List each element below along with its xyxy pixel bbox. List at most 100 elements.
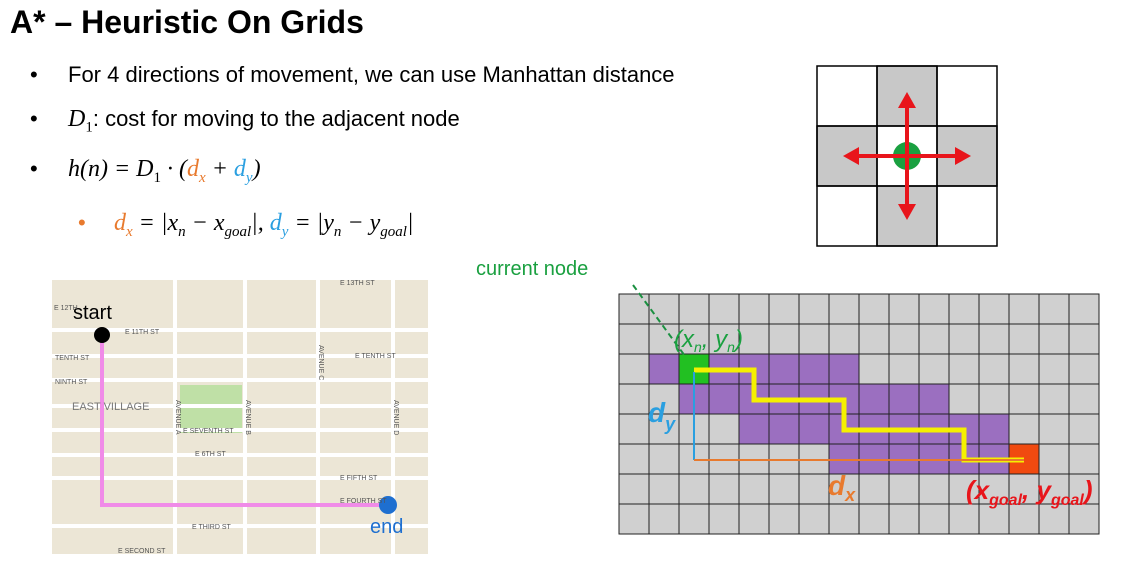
text: d xyxy=(828,470,846,501)
math: x xyxy=(126,223,133,240)
cell xyxy=(708,473,740,505)
cell xyxy=(618,473,650,505)
cell xyxy=(708,503,740,535)
text: n xyxy=(727,339,735,355)
text: d xyxy=(648,397,666,428)
cell xyxy=(798,503,830,535)
text: ) xyxy=(732,326,743,353)
cell xyxy=(1038,383,1070,415)
math: h(n) = D xyxy=(68,156,154,182)
cell xyxy=(978,353,1010,385)
cell xyxy=(798,293,830,325)
cell xyxy=(648,503,680,535)
current-node-label: current node xyxy=(476,258,588,280)
street-label: AVENUE A xyxy=(174,400,181,435)
cell xyxy=(888,473,920,505)
goal-label: (xgoal, ygoal) xyxy=(966,475,1093,509)
cell xyxy=(768,503,800,535)
cell xyxy=(948,473,980,505)
math: ) xyxy=(252,156,261,182)
cell xyxy=(768,323,800,355)
cell xyxy=(918,323,950,355)
cell xyxy=(858,293,890,325)
start-label: start xyxy=(73,302,112,324)
cell xyxy=(738,413,770,445)
cell xyxy=(618,353,650,385)
text: (x xyxy=(966,475,991,505)
cell xyxy=(768,413,800,445)
cell xyxy=(678,503,710,535)
cell xyxy=(618,383,650,415)
street-label: E TENTH ST xyxy=(355,353,396,360)
math: d xyxy=(114,210,126,236)
text: , y xyxy=(1021,475,1052,505)
street-label: EAST VILLAGE xyxy=(72,401,149,413)
cell xyxy=(618,293,650,325)
math: − x xyxy=(185,210,225,236)
street-label: AVENUE D xyxy=(392,400,399,435)
cell xyxy=(798,323,830,355)
title: A* – Heuristic On Grids xyxy=(10,4,364,40)
cell xyxy=(828,353,860,385)
text: , y xyxy=(702,326,729,353)
sub-bullet: • dx = |xn − xgoal|, dy = |yn − ygoal| xyxy=(78,210,414,240)
street-label: E 6TH ST xyxy=(195,451,226,458)
cell xyxy=(648,473,680,505)
end-label: end xyxy=(370,516,403,538)
math: x xyxy=(199,169,206,186)
cell xyxy=(888,293,920,325)
text: (x xyxy=(674,326,695,353)
math: | xyxy=(406,210,414,236)
math: 1 xyxy=(153,169,162,186)
cell xyxy=(918,503,950,535)
cell xyxy=(918,293,950,325)
cell xyxy=(1008,293,1040,325)
cell xyxy=(1068,473,1100,505)
cell xyxy=(948,323,980,355)
bullet: • D1: cost for moving to the adjacent nod… xyxy=(30,106,460,136)
math: D xyxy=(68,106,86,132)
street-label: TENTH ST xyxy=(55,355,90,362)
cell xyxy=(948,503,980,535)
dx-label: dx xyxy=(828,470,856,505)
cell xyxy=(1038,503,1070,535)
cell xyxy=(738,473,770,505)
math: d xyxy=(269,210,282,236)
text: x xyxy=(844,485,856,505)
street-label: E THIRD ST xyxy=(192,524,231,531)
cell xyxy=(708,413,740,445)
cell xyxy=(858,473,890,505)
bullet: • h(n) = D1 · (dx + dy) xyxy=(30,156,261,186)
cell xyxy=(948,293,980,325)
cell xyxy=(1068,383,1100,415)
cell xyxy=(768,293,800,325)
cell xyxy=(798,413,830,445)
cell xyxy=(1008,383,1040,415)
cell xyxy=(888,503,920,535)
math: · ( xyxy=(161,156,188,182)
cell xyxy=(918,383,950,415)
cell xyxy=(738,503,770,535)
cell xyxy=(1008,323,1040,355)
math: goal xyxy=(224,223,252,240)
node-label: (xn, yn) xyxy=(674,326,743,355)
street-label: NINTH ST xyxy=(55,379,88,386)
cell xyxy=(918,473,950,505)
street-label: AVENUE C xyxy=(317,345,324,380)
cell xyxy=(708,293,740,325)
cell xyxy=(948,383,980,415)
cell xyxy=(738,293,770,325)
cell xyxy=(618,443,650,475)
map: start end E 13TH ST E 12TH E 11TH ST TEN… xyxy=(52,280,428,555)
math: d xyxy=(233,156,246,182)
street-label: E SECOND ST xyxy=(118,548,166,555)
pointer xyxy=(632,284,686,357)
bullet-text: For 4 directions of movement, we can use… xyxy=(68,62,675,87)
cell xyxy=(858,353,890,385)
cell xyxy=(708,383,740,415)
math: = |x xyxy=(132,210,179,236)
cell xyxy=(978,293,1010,325)
cell xyxy=(858,323,890,355)
text: goal xyxy=(988,492,1022,509)
